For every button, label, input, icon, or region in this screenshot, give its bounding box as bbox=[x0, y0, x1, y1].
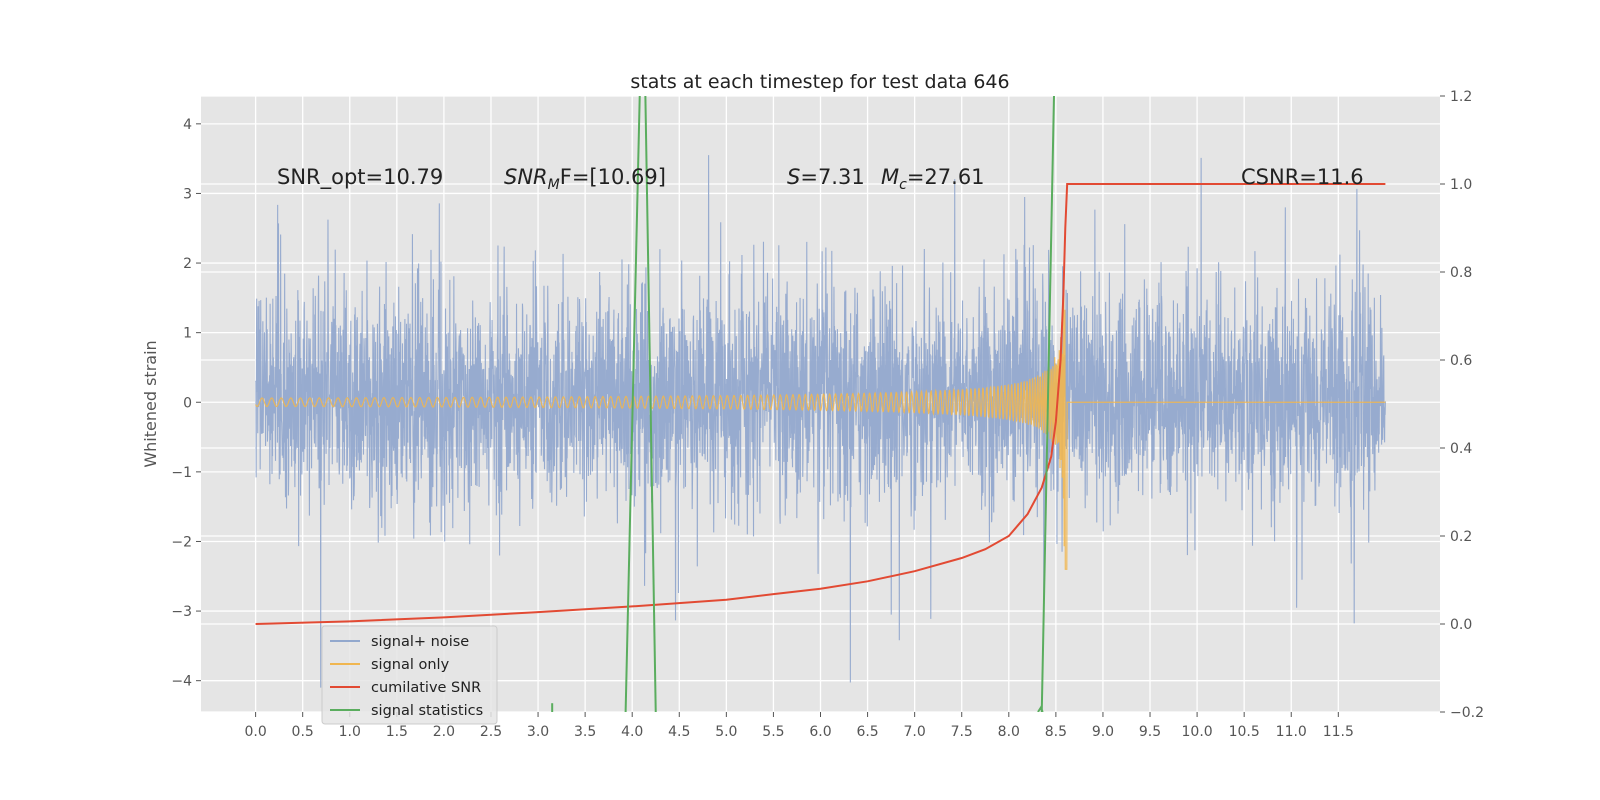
y-tick-label: 4 bbox=[183, 117, 192, 133]
x-tick-label: 6.5 bbox=[856, 724, 878, 740]
axes: 0.0 0.5 1.0 1.5 2.0 2.5 3.0 3.5 4.0 4.5 5.0 5.5 6.0 6… bbox=[171, 89, 1484, 740]
legend-label: cumilative SNR bbox=[371, 680, 481, 696]
y-tick-label: −1 bbox=[171, 465, 192, 481]
x-tick-label: 5.0 bbox=[715, 724, 737, 740]
annotation-4: CSNR=11.6 bbox=[1241, 165, 1364, 189]
y2-tick-label: 1.0 bbox=[1450, 177, 1472, 193]
annotation-label: S bbox=[787, 165, 800, 189]
annotation-label: SNR_opt=10.79 bbox=[277, 165, 443, 190]
series-layer bbox=[255, 96, 1386, 712]
x-tick-label: 8.0 bbox=[998, 724, 1020, 740]
series-cumulative-snr-line bbox=[255, 183, 1386, 625]
x-tick-label: 9.0 bbox=[1092, 724, 1114, 740]
series-signal-statistics-line bbox=[1040, 96, 1055, 712]
x-tick-label: 7.0 bbox=[904, 724, 926, 740]
x-tick-label: 10.5 bbox=[1229, 724, 1260, 740]
annotation-3: Mc=27.61 bbox=[881, 165, 985, 193]
annotation-label: SNR bbox=[504, 165, 548, 189]
x-tick-label: 5.5 bbox=[762, 724, 784, 740]
x-tick-label: 11.0 bbox=[1276, 724, 1307, 740]
annotation-label: CSNR=11.6 bbox=[1241, 165, 1364, 189]
annotations: SNR_opt=10.79 SNRMF=[10.69] S=7.31 Mc=27.61… bbox=[277, 165, 1364, 193]
y-tick-label: −4 bbox=[171, 674, 192, 690]
x-tick-label: 11.5 bbox=[1323, 724, 1354, 740]
series-signal-only-line bbox=[255, 277, 1386, 570]
x-tick-label: 1.5 bbox=[386, 724, 408, 740]
annotation-2: S=7.31 bbox=[787, 165, 865, 189]
y-tick-label: −2 bbox=[171, 534, 192, 550]
x-tick-label: 3.5 bbox=[574, 724, 596, 740]
y-tick-label: −3 bbox=[171, 604, 192, 620]
y2-tick-label: 0.0 bbox=[1450, 617, 1472, 633]
annotation-subscript: c bbox=[899, 177, 907, 193]
y-tick-label: 2 bbox=[183, 256, 192, 272]
legend-label: signal statistics bbox=[371, 703, 483, 719]
y-tick-label: 1 bbox=[183, 326, 192, 342]
annotation-value: F=[10.69] bbox=[560, 165, 666, 189]
chart-title: stats at each timestep for test data 646 bbox=[630, 71, 1009, 93]
x-tick-label: 4.0 bbox=[621, 724, 643, 740]
x-tick-label: 0.5 bbox=[292, 724, 314, 740]
x-tick-label: 4.5 bbox=[668, 724, 690, 740]
legend: signal+ noise signal only cumilative SNR si… bbox=[321, 625, 498, 725]
x-tick-label: 2.5 bbox=[480, 724, 502, 740]
x-tick-label: 9.5 bbox=[1139, 724, 1161, 740]
x-tick-label: 0.0 bbox=[244, 724, 266, 740]
series-signal-statistics-line bbox=[624, 96, 641, 712]
annotation-1: SNRMF=[10.69] bbox=[504, 165, 666, 193]
annotation-label: M bbox=[881, 165, 899, 189]
annotation-subscript: M bbox=[548, 177, 560, 193]
series-signal-statistics-line bbox=[1037, 705, 1044, 712]
y2-tick-label: 1.2 bbox=[1450, 89, 1472, 105]
legend-label: signal+ noise bbox=[371, 634, 469, 650]
x-tick-label: 6.0 bbox=[809, 724, 831, 740]
x-tick-label: 7.5 bbox=[951, 724, 973, 740]
annotation-value: =7.31 bbox=[800, 165, 864, 189]
y-tick-label: 3 bbox=[183, 186, 192, 202]
y-tick-label: 0 bbox=[183, 395, 192, 411]
x-tick-label: 1.0 bbox=[339, 724, 361, 740]
x-tick-label: 3.0 bbox=[527, 724, 549, 740]
y-axis-label: Whitened strain bbox=[141, 340, 160, 467]
series-signal-noise-line bbox=[255, 155, 1386, 688]
y2-tick-label: 0.2 bbox=[1450, 529, 1472, 545]
legend-box bbox=[321, 625, 498, 725]
x-tick-label: 2.0 bbox=[433, 724, 455, 740]
y2-tick-label: 0.6 bbox=[1450, 353, 1472, 369]
x-tick-label: 8.5 bbox=[1045, 724, 1067, 740]
y2-tick-label: 0.8 bbox=[1450, 265, 1472, 281]
y2-tick-label: 0.4 bbox=[1450, 441, 1472, 457]
x-tick-label: 10.0 bbox=[1182, 724, 1213, 740]
legend-label: signal only bbox=[371, 657, 450, 673]
y2-tick-label: −0.2 bbox=[1450, 705, 1484, 721]
annotation-0: SNR_opt=10.79 bbox=[277, 165, 443, 190]
series-signal-statistics-line bbox=[644, 96, 657, 712]
annotation-value: =27.61 bbox=[907, 165, 985, 189]
